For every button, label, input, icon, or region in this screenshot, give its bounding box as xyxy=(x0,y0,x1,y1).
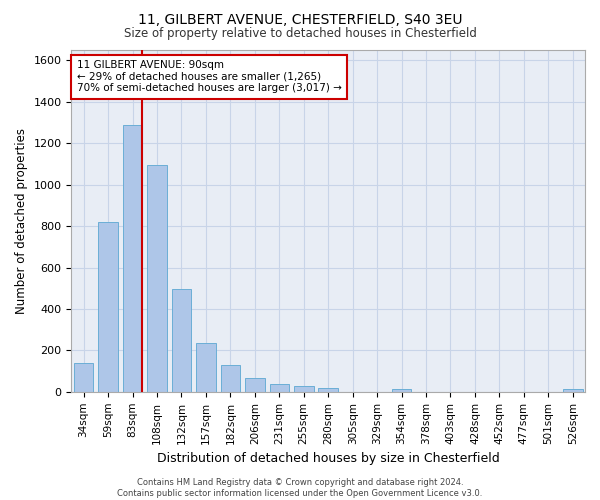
X-axis label: Distribution of detached houses by size in Chesterfield: Distribution of detached houses by size … xyxy=(157,452,500,465)
Bar xyxy=(98,222,118,392)
Text: Contains HM Land Registry data © Crown copyright and database right 2024.
Contai: Contains HM Land Registry data © Crown c… xyxy=(118,478,482,498)
Bar xyxy=(563,388,583,392)
Bar xyxy=(245,378,265,392)
Text: 11, GILBERT AVENUE, CHESTERFIELD, S40 3EU: 11, GILBERT AVENUE, CHESTERFIELD, S40 3E… xyxy=(138,12,462,26)
Bar xyxy=(74,363,94,392)
Bar xyxy=(147,165,167,392)
Bar xyxy=(172,290,191,392)
Bar xyxy=(221,366,240,392)
Y-axis label: Number of detached properties: Number of detached properties xyxy=(15,128,28,314)
Bar xyxy=(294,386,314,392)
Bar xyxy=(269,384,289,392)
Bar xyxy=(196,342,215,392)
Bar xyxy=(319,388,338,392)
Bar xyxy=(392,388,412,392)
Text: Size of property relative to detached houses in Chesterfield: Size of property relative to detached ho… xyxy=(124,28,476,40)
Bar xyxy=(123,124,142,392)
Text: 11 GILBERT AVENUE: 90sqm
← 29% of detached houses are smaller (1,265)
70% of sem: 11 GILBERT AVENUE: 90sqm ← 29% of detach… xyxy=(77,60,341,94)
